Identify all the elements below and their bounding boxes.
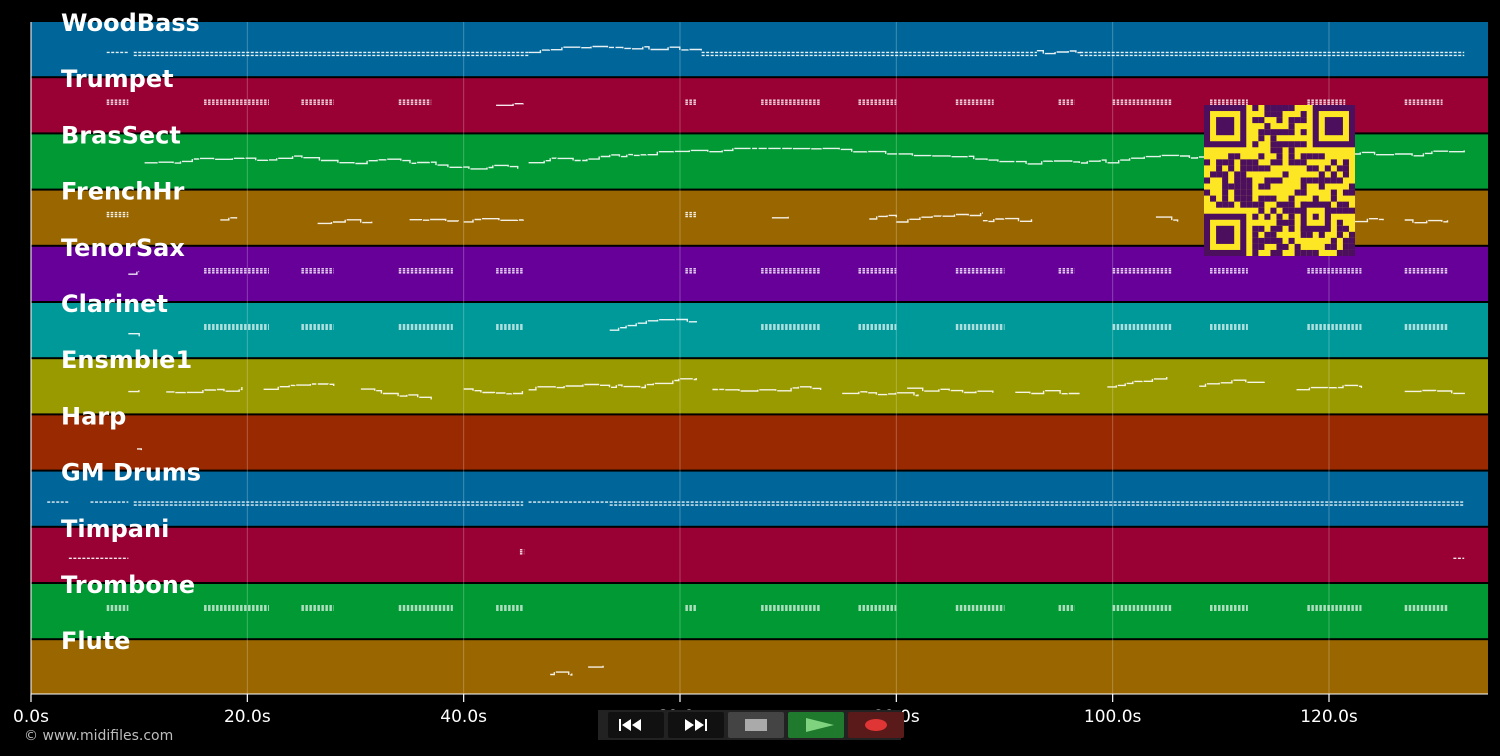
note-cluster	[955, 99, 994, 105]
note-cluster	[955, 605, 1005, 611]
note-cluster	[761, 268, 821, 274]
note-cluster	[1112, 324, 1173, 330]
note-cluster	[761, 99, 821, 105]
note-cluster	[398, 99, 432, 105]
note-cluster	[858, 605, 897, 611]
play-icon	[788, 718, 844, 742]
note-cluster	[1307, 268, 1362, 274]
tick-label: 40.0s	[440, 707, 487, 727]
note-cluster	[1112, 268, 1173, 274]
tick-label: 120.0s	[1300, 707, 1358, 727]
track-label: TenorSax	[61, 234, 185, 262]
note-cluster	[1307, 324, 1362, 330]
note-cluster	[1404, 99, 1443, 105]
transport-controls	[598, 710, 904, 740]
note-cluster	[685, 99, 697, 105]
note-cluster	[1058, 99, 1075, 105]
track-lane[interactable]	[31, 415, 1488, 470]
note-cluster	[204, 99, 269, 105]
play-button[interactable]	[788, 712, 844, 738]
tick-label: 100.0s	[1084, 707, 1142, 727]
track-label: Trumpet	[61, 65, 174, 93]
note-cluster	[1210, 268, 1248, 274]
track-lane[interactable]	[31, 640, 1488, 695]
track-lane[interactable]	[31, 359, 1488, 414]
note-cluster	[204, 324, 269, 330]
track-lane[interactable]	[31, 471, 1488, 526]
note-cluster	[496, 268, 524, 274]
track-labels: WoodBass Trumpet BrasSect FrenchHr TenorSax C…	[61, 9, 201, 655]
record-button[interactable]	[848, 712, 904, 738]
track-label: Harp	[61, 402, 126, 430]
note-cluster	[1404, 605, 1448, 611]
track-label: FrenchHr	[61, 178, 184, 206]
track-lane[interactable]	[31, 584, 1488, 639]
track-lane[interactable]	[31, 303, 1488, 358]
note-cluster	[1404, 324, 1448, 330]
note-cluster	[609, 501, 1465, 506]
note-cluster	[955, 324, 1005, 330]
note-cluster	[204, 605, 269, 611]
note-cluster	[496, 324, 524, 330]
fast-forward-button[interactable]	[668, 712, 724, 738]
note-cluster	[398, 268, 453, 274]
note-cluster	[301, 324, 334, 330]
note-cluster	[496, 605, 524, 611]
note-cluster	[1058, 268, 1075, 274]
note-cluster	[106, 211, 129, 218]
note-cluster	[1112, 99, 1173, 105]
note-cluster	[106, 605, 129, 611]
record-icon	[848, 719, 904, 742]
note-cluster	[204, 268, 269, 274]
note-cluster	[1080, 51, 1465, 57]
stop-button[interactable]	[728, 712, 784, 738]
note-cluster	[858, 99, 897, 105]
note-cluster	[858, 324, 897, 330]
note-cluster	[106, 99, 129, 105]
track-lane[interactable]	[31, 22, 1488, 77]
note-cluster	[301, 268, 334, 274]
note-cluster	[1307, 99, 1346, 105]
qr-code-icon	[1204, 105, 1355, 256]
track-label: WoodBass	[61, 9, 200, 37]
note-cluster	[685, 268, 697, 274]
note-events	[47, 47, 1465, 675]
track-label: Timpani	[61, 515, 169, 543]
note-cluster	[1210, 605, 1248, 611]
rewind-icon	[608, 719, 664, 742]
tick-label: 0.0s	[13, 707, 49, 727]
note-cluster	[685, 211, 697, 218]
note-cluster	[1058, 605, 1075, 611]
tick-label: 20.0s	[224, 707, 271, 727]
note-cluster	[398, 324, 453, 330]
note-cluster	[133, 51, 529, 57]
note-cluster	[398, 605, 453, 611]
track-lane[interactable]	[31, 527, 1488, 582]
note-cluster	[1404, 268, 1448, 274]
rewind-button[interactable]	[608, 712, 664, 738]
stop-icon	[728, 719, 784, 742]
note-cluster	[685, 605, 697, 611]
track-label: Flute	[61, 627, 130, 655]
note-cluster	[1210, 99, 1248, 105]
note-cluster	[1307, 605, 1362, 611]
track-label: Ensmble1	[61, 346, 192, 374]
track-label: Clarinet	[61, 290, 168, 318]
note-cluster	[133, 501, 524, 506]
note-cluster	[301, 99, 334, 105]
track-label: Trombone	[61, 571, 195, 599]
note-cluster	[858, 268, 897, 274]
note-cluster	[955, 268, 1005, 274]
track-label: GM Drums	[61, 459, 201, 487]
fast-forward-icon	[668, 719, 724, 742]
track-label: BrasSect	[61, 121, 181, 149]
note-cluster	[1210, 324, 1248, 330]
note-cluster	[519, 549, 525, 555]
note-cluster	[701, 51, 1037, 57]
note-cluster	[1112, 605, 1173, 611]
note-cluster	[301, 605, 334, 611]
note-cluster	[761, 605, 821, 611]
note-cluster	[761, 324, 821, 330]
copyright-text: © www.midifiles.com	[24, 728, 174, 744]
